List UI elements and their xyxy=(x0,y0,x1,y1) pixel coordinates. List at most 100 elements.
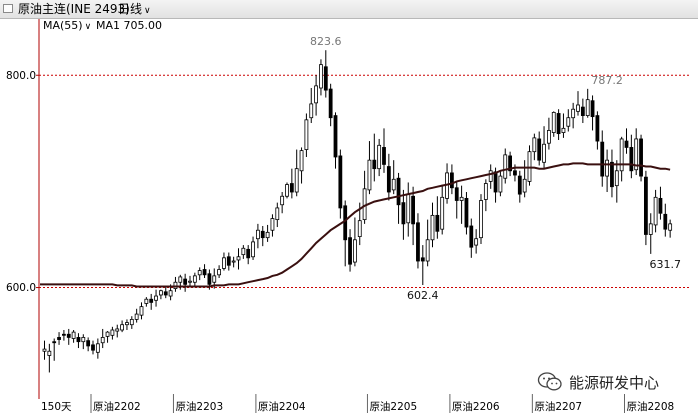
candle-up xyxy=(95,343,100,353)
candle-down xyxy=(469,225,474,248)
candle-down xyxy=(91,344,95,351)
candle-up xyxy=(120,324,124,331)
candle-up xyxy=(139,306,144,316)
x-tick-label: 原油2204 xyxy=(258,400,306,413)
candle-up xyxy=(217,269,222,276)
candle-up xyxy=(527,151,532,182)
x-tick-label: 原油2208 xyxy=(627,400,675,413)
candle-down xyxy=(449,172,454,189)
x-tick-label: 原油2207 xyxy=(534,400,582,413)
candle-up xyxy=(459,196,464,201)
candle-up xyxy=(294,168,299,193)
candle-up xyxy=(576,104,580,112)
candle-down xyxy=(260,230,265,239)
candle-up xyxy=(158,290,163,296)
candle-down xyxy=(386,166,391,193)
candle-up xyxy=(280,195,285,206)
x-tick-label: 原油2202 xyxy=(93,400,141,413)
candle-up xyxy=(251,241,255,258)
price-annotation: 631.7 xyxy=(650,258,682,271)
candle-down xyxy=(207,273,212,285)
candlestick-chart[interactable]: 800.0 600.0 823.6 787.2 602.4 631.7 150天 原油2202… xyxy=(0,19,698,413)
candle-down xyxy=(57,337,61,340)
candle-up xyxy=(571,108,576,119)
candle-down xyxy=(226,256,231,266)
candle-down xyxy=(517,175,522,195)
ma-indicator-selector[interactable]: MA(55) ∨ xyxy=(43,19,91,34)
period-selector[interactable]: 日线 ∨ xyxy=(118,0,151,20)
period-label: 日线 xyxy=(118,2,143,16)
candle-down xyxy=(66,333,71,338)
candle-up xyxy=(241,247,246,256)
candle-up xyxy=(299,150,304,172)
candle-down xyxy=(246,248,251,259)
candle-up xyxy=(551,112,556,133)
candle-up xyxy=(168,290,173,297)
candle-down xyxy=(508,155,513,172)
candle-down xyxy=(435,214,440,232)
candle-up xyxy=(188,280,192,283)
candle-down xyxy=(348,237,352,265)
candle-up xyxy=(498,175,503,193)
candle-up xyxy=(197,270,202,276)
candle-up xyxy=(100,337,105,344)
candle-up xyxy=(668,223,673,231)
ma-line xyxy=(40,162,671,288)
candle-down xyxy=(163,291,168,296)
candle-up xyxy=(115,328,120,332)
candle-down xyxy=(590,100,595,118)
candle-up xyxy=(275,207,280,221)
candle-up xyxy=(440,196,445,230)
candle-down xyxy=(644,176,648,235)
candle-up xyxy=(357,220,362,237)
candle-up xyxy=(503,154,508,179)
candle-down xyxy=(289,183,294,193)
candle-down xyxy=(86,340,91,347)
candle-down xyxy=(328,88,333,119)
candle-up xyxy=(265,231,270,239)
candle-up xyxy=(474,238,479,246)
panel-handle-icon[interactable] xyxy=(3,4,13,13)
candle-up xyxy=(619,138,624,172)
candle-up xyxy=(314,85,319,104)
candle-up xyxy=(309,103,314,119)
candle-up xyxy=(406,193,411,224)
candle-down xyxy=(149,298,154,303)
candle-up xyxy=(178,276,183,283)
candle-down xyxy=(610,161,614,188)
candle-up xyxy=(430,214,435,241)
chevron-down-icon: ∨ xyxy=(144,6,151,16)
candle-up xyxy=(222,257,226,269)
candle-down xyxy=(202,269,207,276)
candle-up xyxy=(81,337,86,343)
candle-up xyxy=(566,117,571,127)
candle-up xyxy=(542,143,546,163)
candle-up xyxy=(391,178,396,191)
candle-down xyxy=(76,337,81,343)
candle-up xyxy=(71,331,76,339)
candle-down xyxy=(333,115,338,158)
candle-up xyxy=(483,183,488,200)
candle-up xyxy=(236,256,241,261)
candle-down xyxy=(639,138,643,177)
candle-up xyxy=(648,223,653,235)
candle-up xyxy=(255,229,260,240)
candle-down xyxy=(396,177,401,206)
price-annotation: 787.2 xyxy=(591,74,623,87)
candle-up xyxy=(105,331,110,337)
candle-down xyxy=(420,257,425,262)
candle-down xyxy=(493,171,498,193)
candle-up xyxy=(129,318,134,326)
candle-up xyxy=(110,329,115,336)
candle-up xyxy=(42,348,47,352)
candle-down xyxy=(513,170,517,176)
candle-down xyxy=(372,159,377,170)
candle-up xyxy=(522,178,527,193)
candle-down xyxy=(663,213,668,230)
candle-up xyxy=(653,196,658,226)
candle-up xyxy=(367,159,372,191)
candle-down xyxy=(600,141,605,177)
x-tick-label: 原油2205 xyxy=(369,400,417,413)
candle-up xyxy=(585,99,590,116)
candle-up xyxy=(614,170,619,187)
